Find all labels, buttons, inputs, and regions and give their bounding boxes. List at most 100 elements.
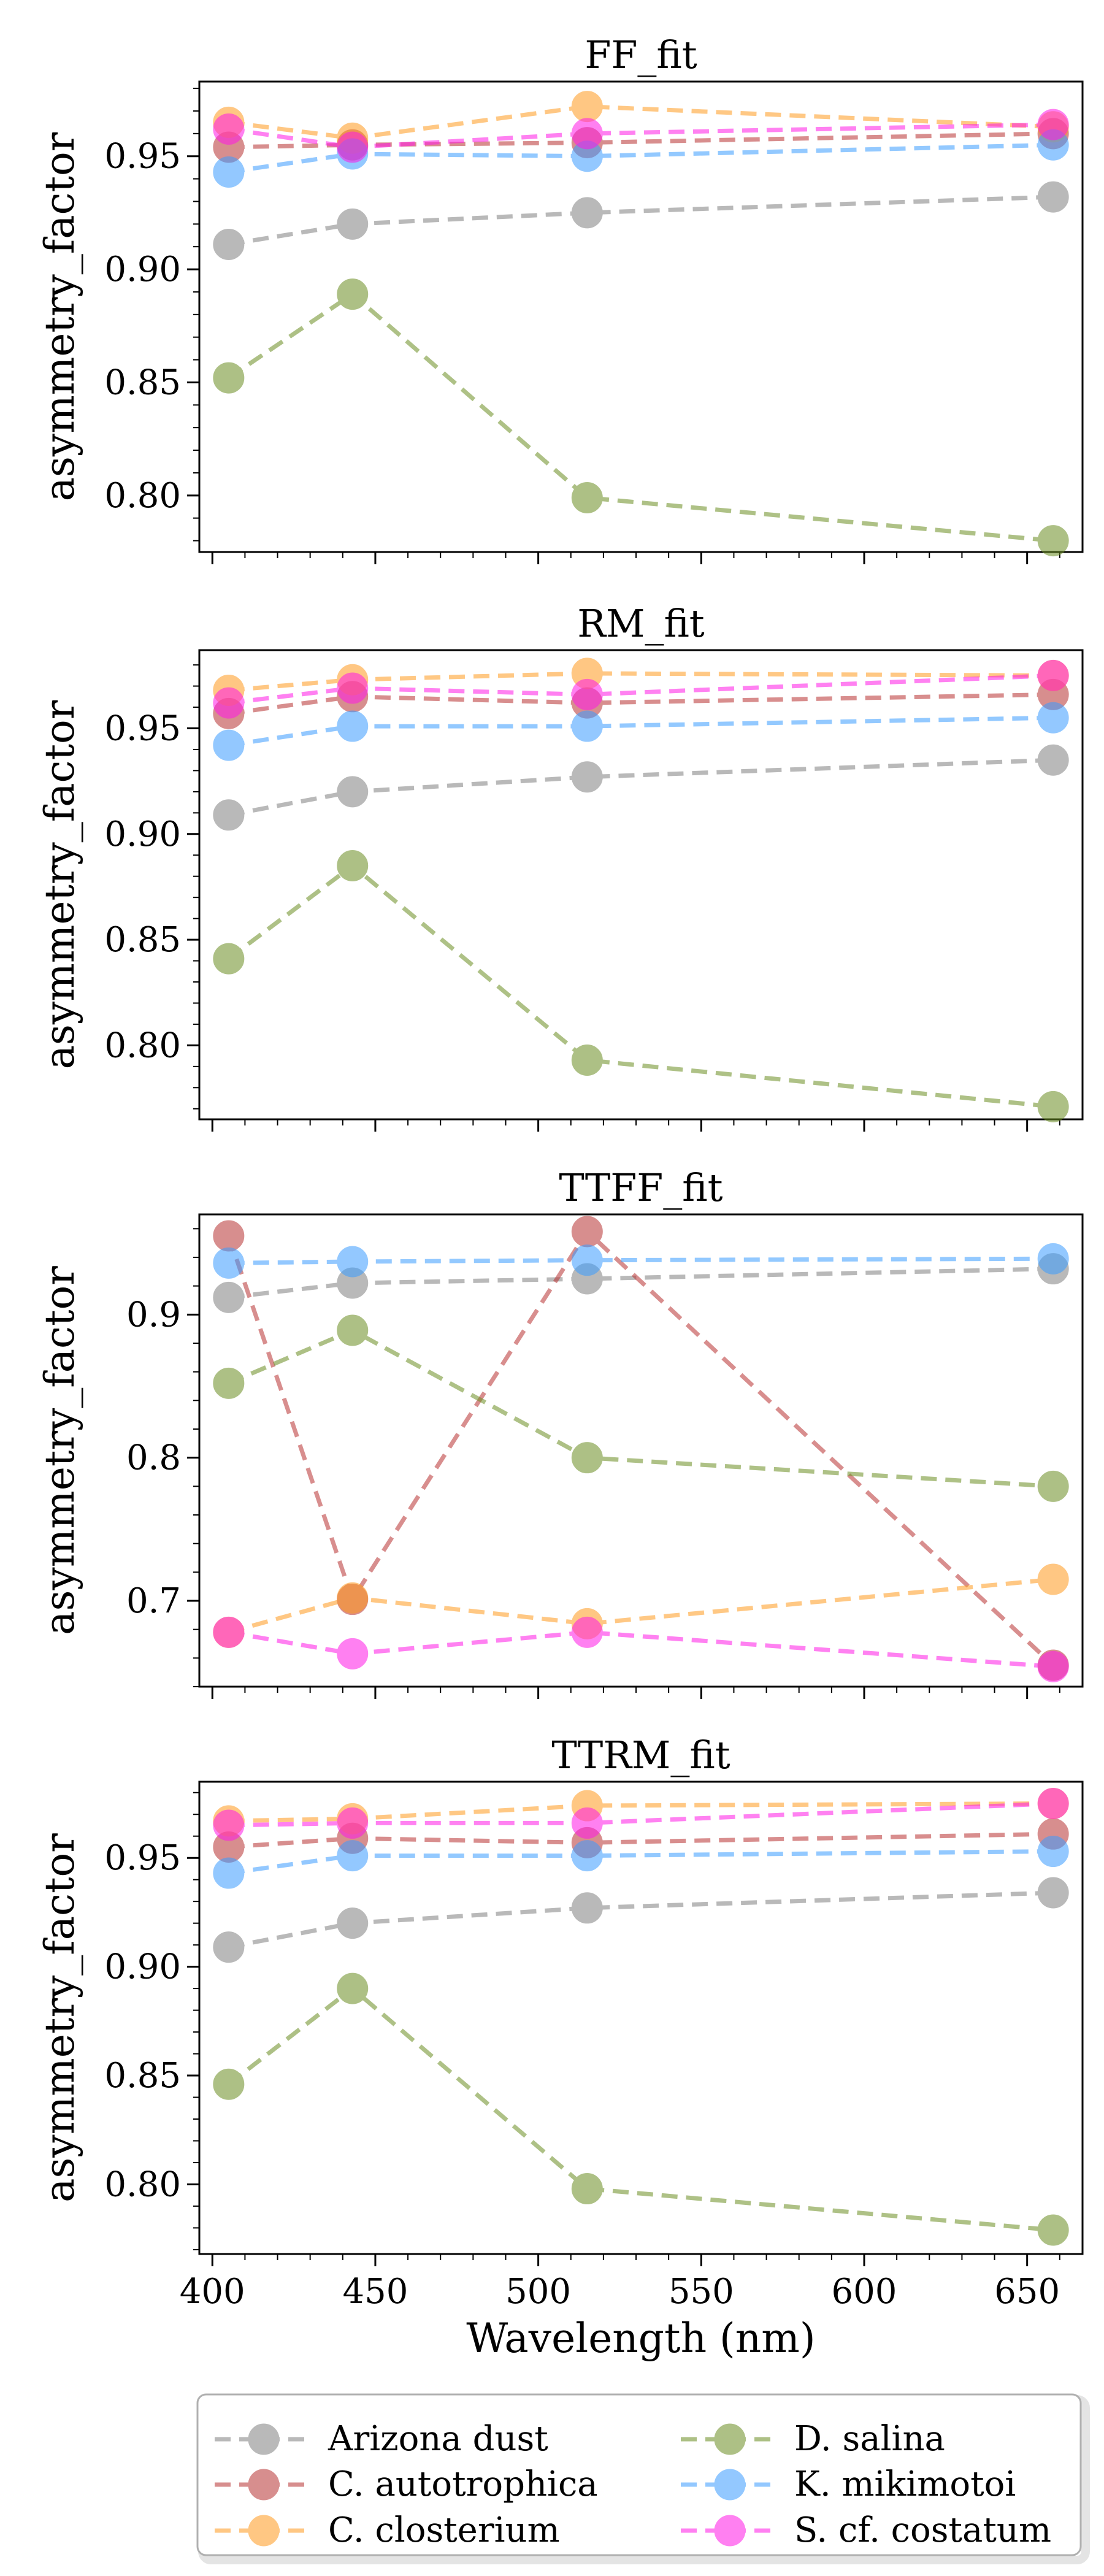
- data-point-d-salina: [571, 1442, 603, 1474]
- series-line-c-autotrophica: [228, 1831, 1054, 1849]
- data-point-arizona-dust: [337, 776, 369, 808]
- series-line-d-salina: [227, 863, 1054, 1109]
- y-tick-label: 0.7: [126, 1581, 181, 1621]
- data-point-d-salina: [1037, 525, 1069, 557]
- y-axis-label: asymmetry_factor: [36, 1266, 83, 1635]
- panel-ff-fit: FF_fit asymmetry_factor 0.80 0.85 0.90 0.95: [36, 33, 1084, 564]
- series-d-salina: [213, 849, 1069, 1122]
- data-point-s-cf-costatum: [571, 1807, 603, 1839]
- data-point-d-salina: [213, 362, 245, 394]
- data-point-s-cf-costatum: [1037, 1787, 1069, 1819]
- series-c-closterium: [213, 1563, 1069, 1648]
- legend-marker: [714, 2515, 746, 2547]
- y-tick-label: 0.90: [104, 1947, 181, 1987]
- data-point-s-cf-costatum: [571, 678, 603, 710]
- data-point-s-cf-costatum: [337, 131, 369, 163]
- data-point-arizona-dust: [337, 208, 369, 240]
- data-point-k-mikimotoi: [213, 1857, 245, 1889]
- data-point-arizona-dust: [1037, 1877, 1069, 1909]
- series-arizona-dust: [213, 1877, 1069, 1963]
- series-line-k-mikimotoi: [228, 142, 1054, 174]
- data-point-s-cf-costatum: [1037, 1650, 1069, 1682]
- series-arizona-dust: [213, 181, 1069, 260]
- data-point-arizona-dust: [213, 229, 245, 260]
- data-point-arizona-dust: [571, 1892, 603, 1924]
- series-line-d-salina: [228, 1328, 1054, 1489]
- data-point-k-mikimotoi: [1037, 702, 1069, 734]
- x-tick-label: 550: [669, 2272, 734, 2312]
- data-point-s-cf-costatum: [1037, 659, 1069, 691]
- y-tick-label: 0.90: [104, 815, 181, 854]
- data-point-d-salina: [1037, 2214, 1069, 2246]
- plot-frame: [198, 649, 1084, 1121]
- series-line-s-cf-costatum: [228, 1801, 1054, 1828]
- panel-rm-fit: RM_fit asymmetry_factor 0.80 0.85 0.90 0.95: [36, 601, 1084, 1132]
- y-tick-label: 0.90: [104, 250, 181, 289]
- data-point-arizona-dust: [1037, 744, 1069, 776]
- data-point-k-mikimotoi: [571, 710, 603, 742]
- y-tick-label: 0.85: [104, 2056, 181, 2096]
- series-k-mikimotoi: [213, 1836, 1069, 1889]
- data-point-k-mikimotoi: [571, 1244, 603, 1276]
- series-line-c-closterium: [228, 671, 1054, 692]
- legend-marker: [248, 2423, 280, 2455]
- data-point-d-salina: [337, 849, 369, 881]
- data-point-s-cf-costatum: [571, 1616, 603, 1648]
- data-point-d-salina: [337, 278, 369, 310]
- legend-marker: [248, 2469, 280, 2501]
- legend-entry-k-mikimotoi: K. mikimotoi: [681, 2464, 1016, 2504]
- data-point-s-cf-costatum: [213, 1616, 245, 1648]
- series-line-arizona-dust: [228, 757, 1054, 818]
- legend-entry-arizona-dust: Arizona dust: [215, 2419, 548, 2459]
- legend-frame: [196, 2393, 1082, 2556]
- legend-label: S. cf. costatum: [794, 2510, 1051, 2550]
- series-d-salina: [213, 1314, 1069, 1502]
- x-axis: 400 450 500 550 600 650 Wavelength (nm): [180, 2272, 1060, 2362]
- panel-ttrm-fit: TTRM_fit asymmetry_factor 0.80 0.85 0.90 0.95: [36, 1733, 1084, 2266]
- series-line-k-mikimotoi: [228, 1849, 1054, 1876]
- data-point-d-salina: [337, 1314, 369, 1346]
- series-line-c-autotrophica: [226, 1228, 1055, 1667]
- y-tick-label: 0.95: [104, 137, 181, 177]
- x-axis-label: Wavelength (nm): [466, 2315, 815, 2362]
- data-point-arizona-dust: [213, 1281, 245, 1313]
- legend-entry-d-salina: D. salina: [681, 2419, 945, 2459]
- legend-label: C. closterium: [328, 2510, 560, 2550]
- legend-marker: [714, 2469, 746, 2501]
- data-point-s-cf-costatum: [337, 1638, 369, 1669]
- series-k-mikimotoi: [213, 1243, 1069, 1279]
- series-line-c-autotrophica: [228, 692, 1054, 716]
- data-point-k-mikimotoi: [1037, 1243, 1069, 1275]
- legend-handle-c-autotrophica: [215, 2469, 313, 2501]
- data-point-s-cf-costatum: [337, 1807, 369, 1839]
- plot-frame: [198, 80, 1084, 553]
- data-point-arizona-dust: [213, 1931, 245, 1963]
- y-axis-label: asymmetry_factor: [36, 1833, 83, 2202]
- data-point-d-salina: [337, 1972, 369, 2004]
- legend-handle-s-cf-costatum: [681, 2515, 779, 2547]
- data-point-k-mikimotoi: [337, 710, 369, 742]
- data-point-k-mikimotoi: [337, 1246, 369, 1278]
- data-point-k-mikimotoi: [213, 156, 245, 188]
- series-s-cf-costatum: [213, 659, 1069, 719]
- y-tick-label: 0.95: [104, 709, 181, 749]
- x-tick-label: 500: [505, 2272, 571, 2312]
- y-axis-label: asymmetry_factor: [36, 132, 83, 501]
- legend-marker: [714, 2423, 746, 2455]
- data-point-k-mikimotoi: [213, 729, 245, 761]
- plot-frame: [198, 1781, 1084, 2255]
- panel-title: FF_fit: [585, 33, 697, 77]
- series-s-cf-costatum: [213, 109, 1069, 163]
- data-point-c-closterium: [571, 91, 603, 123]
- data-point-arizona-dust: [571, 197, 603, 229]
- series-k-mikimotoi: [213, 702, 1069, 761]
- x-tick-label: 450: [342, 2272, 408, 2312]
- data-point-d-salina: [213, 2068, 245, 2100]
- data-point-d-salina: [213, 943, 245, 975]
- data-point-c-autotrophica: [213, 1220, 245, 1252]
- legend-entry-s-cf-costatum: S. cf. costatum: [681, 2510, 1051, 2550]
- series-line-c-closterium: [228, 1801, 1054, 1823]
- x-tick-label: 600: [832, 2272, 897, 2312]
